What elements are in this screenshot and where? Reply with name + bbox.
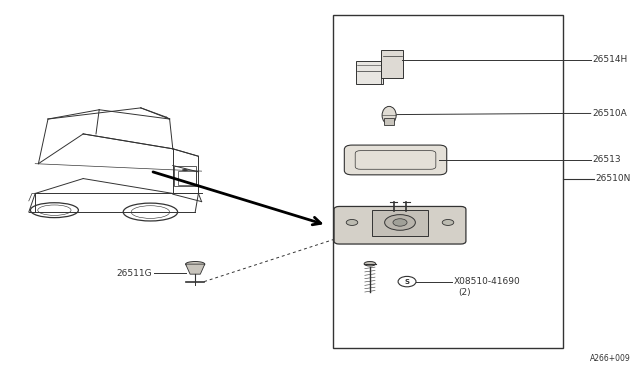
FancyBboxPatch shape <box>372 210 428 236</box>
FancyBboxPatch shape <box>356 61 383 84</box>
Text: A266+009: A266+009 <box>589 354 630 363</box>
Ellipse shape <box>346 219 358 225</box>
Polygon shape <box>186 264 205 274</box>
Ellipse shape <box>442 219 454 225</box>
FancyBboxPatch shape <box>334 206 466 244</box>
Text: 26514H: 26514H <box>592 55 627 64</box>
Ellipse shape <box>385 215 415 230</box>
Bar <box>333 15 563 348</box>
Text: X08510-41690: X08510-41690 <box>454 277 520 286</box>
Bar <box>178 171 196 185</box>
Text: (2): (2) <box>458 288 471 297</box>
Bar <box>174 166 196 186</box>
Text: 26513: 26513 <box>592 155 621 164</box>
Ellipse shape <box>393 219 407 226</box>
FancyBboxPatch shape <box>381 50 403 78</box>
Text: S: S <box>404 279 410 285</box>
Ellipse shape <box>186 262 205 267</box>
Bar <box>384 118 394 125</box>
Text: 26510A: 26510A <box>592 109 627 118</box>
Ellipse shape <box>382 106 396 124</box>
Ellipse shape <box>182 169 188 171</box>
Text: 26510N: 26510N <box>595 174 630 183</box>
Text: 26511G: 26511G <box>116 269 152 278</box>
Ellipse shape <box>364 262 376 266</box>
FancyBboxPatch shape <box>344 145 447 175</box>
